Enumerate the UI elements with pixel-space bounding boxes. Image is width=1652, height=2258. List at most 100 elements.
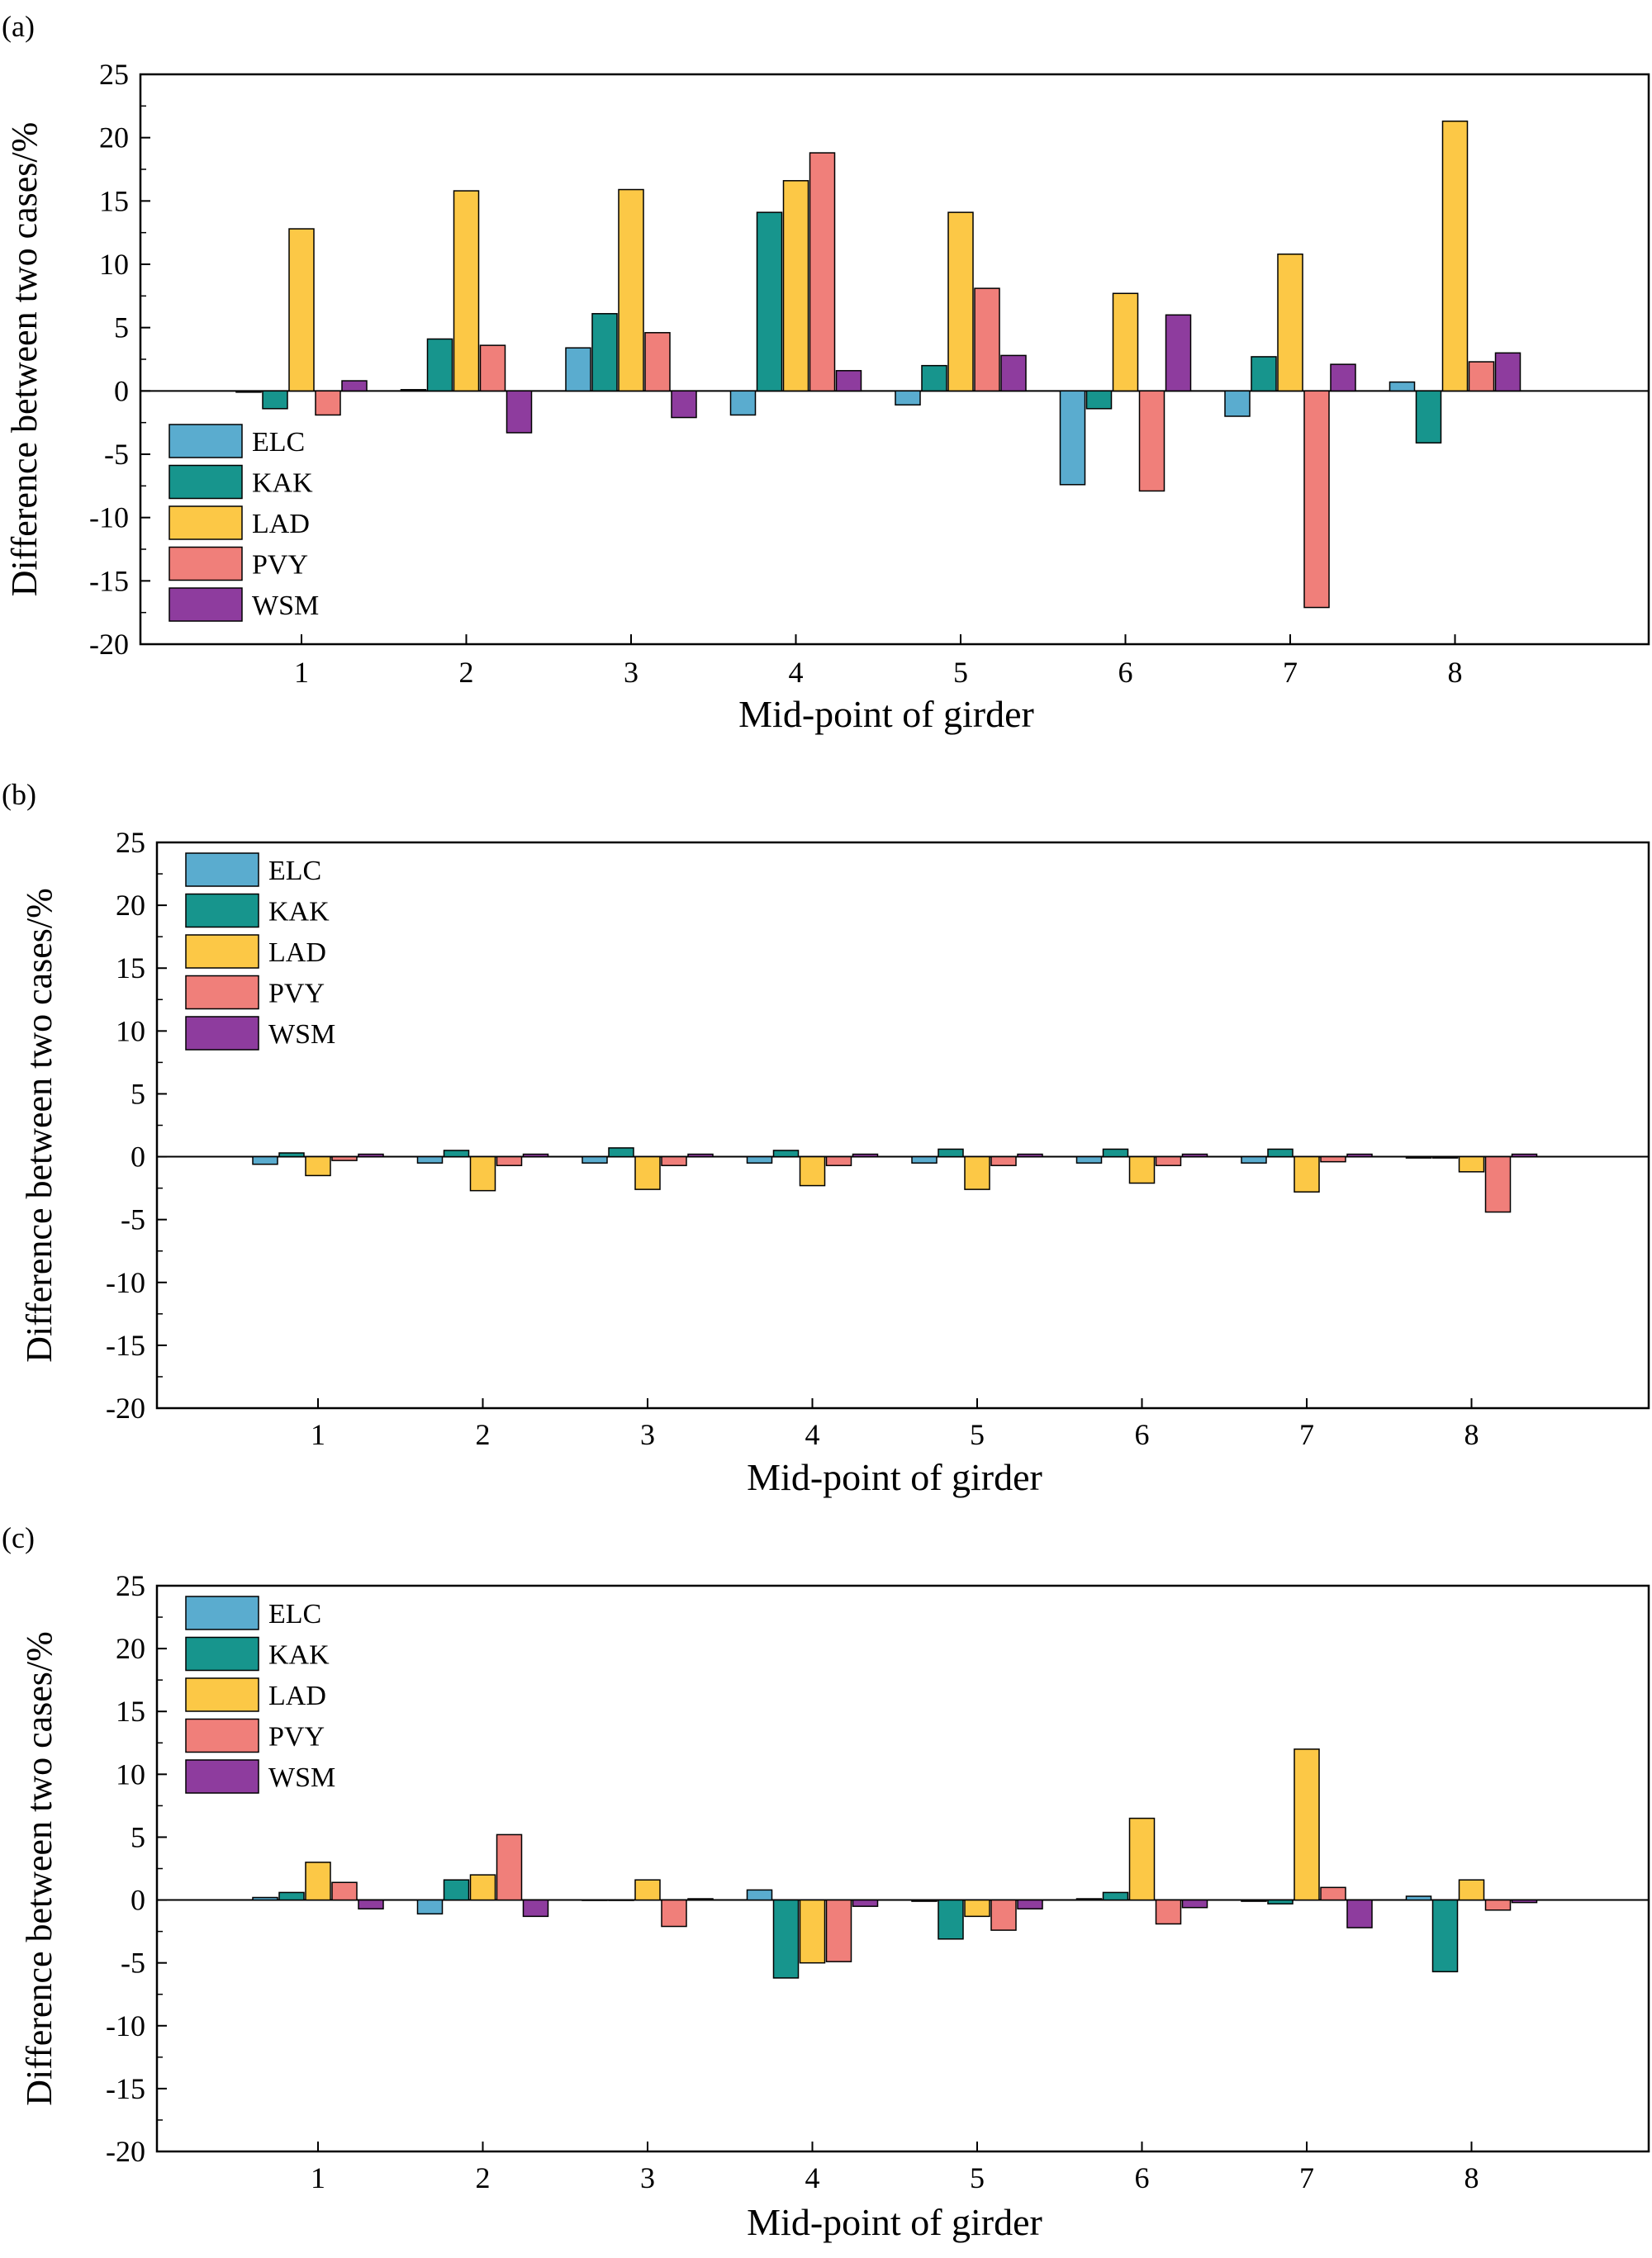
y-tick-label: 20 <box>116 889 145 922</box>
y-axis-title: Difference between two cases/% <box>4 122 45 597</box>
bar-wsm-6 <box>1181 1153 1208 1158</box>
bar-wsm-4 <box>852 1153 879 1158</box>
x-tick-label: 1 <box>311 2161 325 2194</box>
bar-pvy-5 <box>990 1899 1017 1931</box>
bar-pvy-3 <box>661 1899 687 1928</box>
bar-elc-8 <box>1405 1155 1432 1159</box>
legend-label-wsm: WSM <box>252 591 319 621</box>
bar-kak-7 <box>1251 356 1277 392</box>
bar-pvy-4 <box>825 1899 852 1962</box>
x-tick-label: 2 <box>476 1418 491 1451</box>
legend-label-pvy: PVY <box>252 550 308 581</box>
bar-pvy-3 <box>644 332 671 392</box>
x-tick-label: 4 <box>805 1418 820 1451</box>
y-tick-label: 25 <box>116 1569 145 1602</box>
bar-lad-4 <box>799 1899 826 1964</box>
legend-label-wsm: WSM <box>268 1762 335 1793</box>
bar-wsm-5 <box>1017 1899 1043 1909</box>
bar-wsm-1 <box>341 380 368 392</box>
bar-kak-2 <box>426 338 453 392</box>
bar-lad-5 <box>964 1155 990 1190</box>
bar-elc-6 <box>1075 1898 1103 1901</box>
bar-elc-6 <box>1059 390 1086 486</box>
legend-label-lad: LAD <box>268 1681 326 1711</box>
y-tick-label: 5 <box>131 1820 145 1853</box>
bar-lad-6 <box>1112 292 1139 392</box>
chart-panel-2: (b) 25 20 15 10 5 0 -5 -10 -15 -20 1 2 3 4 5 6 7 8 Mid-poin… <box>2 778 1650 1498</box>
legend-swatch-lad <box>185 934 259 969</box>
y-tick-label: 20 <box>99 121 129 154</box>
bar-lad-1 <box>305 1155 331 1177</box>
x-tick-label: 7 <box>1299 2161 1314 2194</box>
bar-elc-4 <box>746 1889 773 1901</box>
bar-elc-1 <box>235 390 262 393</box>
bar-kak-8 <box>1431 1155 1459 1159</box>
bar-elc-6 <box>1075 1155 1103 1164</box>
legend-swatch-wsm <box>185 1759 259 1794</box>
panel-label: (b) <box>2 778 36 811</box>
bar-lad-7 <box>1294 1155 1320 1193</box>
bar-pvy-7 <box>1303 390 1330 609</box>
y-tick-label: 25 <box>116 826 145 859</box>
legend-label-elc: ELC <box>268 856 321 886</box>
x-tick-label: 3 <box>624 656 638 689</box>
y-tick-label: -15 <box>106 1329 145 1362</box>
x-tick-label: 5 <box>970 1418 985 1451</box>
bar-pvy-2 <box>479 344 506 392</box>
bar-wsm-2 <box>522 1153 549 1158</box>
bar-pvy-2 <box>496 1833 523 1901</box>
bar-lad-5 <box>964 1899 990 1918</box>
bar-wsm-7 <box>1330 363 1356 392</box>
legend-swatch-lad <box>169 505 243 540</box>
bar-elc-3 <box>582 1899 608 1901</box>
y-tick-label: 5 <box>114 311 129 344</box>
y-tick-label: -20 <box>106 1392 145 1425</box>
x-tick-label: 3 <box>640 1418 655 1451</box>
bar-kak-5 <box>938 1899 964 1940</box>
bar-wsm-3 <box>687 1898 714 1901</box>
bar-pvy-2 <box>496 1155 523 1166</box>
bar-pvy-4 <box>825 1155 852 1166</box>
x-tick-label: 5 <box>970 2161 985 2194</box>
bar-elc-8 <box>1405 1895 1432 1901</box>
bar-pvy-8 <box>1484 1155 1512 1213</box>
bar-lad-7 <box>1277 253 1303 392</box>
bar-kak-4 <box>772 1899 800 1979</box>
legend-swatch-pvy <box>169 546 243 581</box>
bar-elc-1 <box>252 1896 278 1901</box>
bar-kak-1 <box>262 390 288 410</box>
bar-kak-6 <box>1085 390 1113 410</box>
y-tick-label: 10 <box>99 248 129 281</box>
bar-wsm-6 <box>1181 1899 1208 1909</box>
bar-pvy-6 <box>1138 390 1165 492</box>
bar-kak-2 <box>443 1150 470 1158</box>
y-axis-title: Difference between two cases/% <box>19 1631 59 2106</box>
bar-lad-2 <box>469 1155 496 1192</box>
bar-wsm-8 <box>1494 352 1521 392</box>
legend-swatch-pvy <box>185 975 259 1010</box>
bar-elc-7 <box>1224 390 1251 417</box>
plot-frame <box>155 1584 1650 2153</box>
legend-swatch-lad <box>185 1677 259 1712</box>
legend-swatch-pvy <box>185 1718 259 1753</box>
y-axis-title: Difference between two cases/% <box>19 888 59 1363</box>
x-axis-title: Mid-point of girder <box>747 2201 1042 2243</box>
legend-swatch-kak <box>169 464 243 500</box>
bar-lad-3 <box>618 188 644 392</box>
y-tick-label: -15 <box>106 2072 145 2105</box>
bar-elc-3 <box>565 347 591 392</box>
bar-kak-3 <box>591 313 618 392</box>
bar-elc-3 <box>582 1155 608 1164</box>
bar-wsm-5 <box>1017 1153 1043 1158</box>
bar-wsm-2 <box>522 1899 549 1918</box>
bar-elc-2 <box>416 1155 444 1164</box>
bar-lad-8 <box>1458 1879 1485 1901</box>
legend: ELC KAK LAD PVY WSM <box>185 1596 335 1794</box>
bar-wsm-6 <box>1165 314 1192 392</box>
bar-kak-7 <box>1267 1148 1294 1158</box>
legend-swatch-wsm <box>185 1016 259 1051</box>
bar-wsm-4 <box>835 370 862 392</box>
y-tick-label: 20 <box>116 1632 145 1665</box>
bar-elc-5 <box>911 1155 938 1164</box>
legend-label-kak: KAK <box>252 468 313 499</box>
